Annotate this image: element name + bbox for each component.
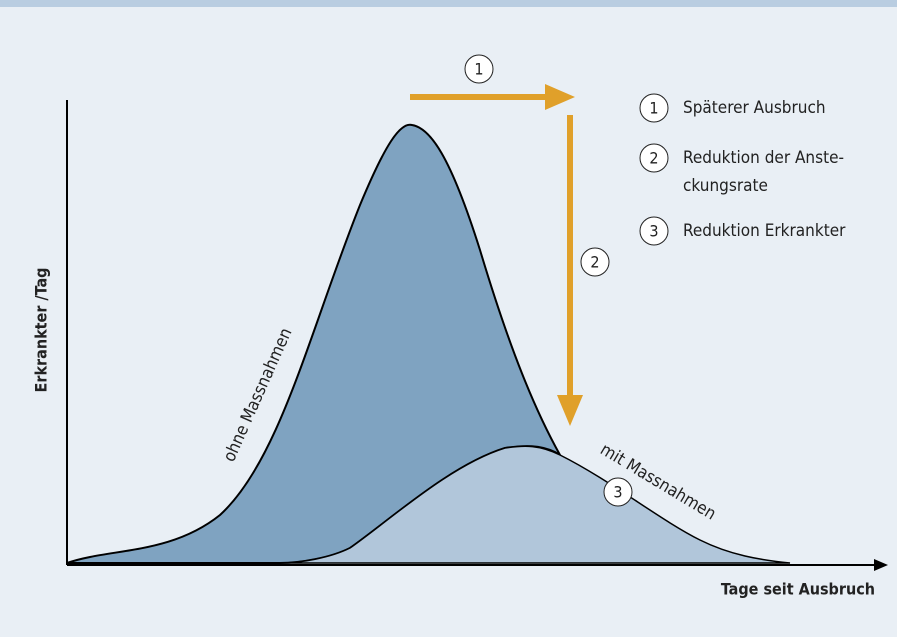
curve-with-measures xyxy=(279,445,791,564)
top-strip xyxy=(0,0,897,7)
marker-number: 2 xyxy=(590,253,599,272)
marker-number: 1 xyxy=(474,60,483,79)
marker: 1 xyxy=(464,54,494,84)
marker: 2 xyxy=(580,247,610,277)
legend-circle xyxy=(639,93,669,123)
legend-number: 2 xyxy=(649,149,658,168)
legend-circle xyxy=(639,143,669,173)
legend-text: Reduktion Erkrankter xyxy=(683,221,846,241)
x-axis-label: Tage seit Ausbruch xyxy=(721,580,875,599)
y-axis-label: Erkrankter /Tag xyxy=(32,268,51,393)
legend-text: Reduktion der Anste- xyxy=(683,148,844,168)
marker-number: 3 xyxy=(613,483,622,502)
legend-text: ckungsrate xyxy=(683,176,768,196)
legend-number: 1 xyxy=(649,99,658,118)
legend-circle xyxy=(639,216,669,246)
marker: 3 xyxy=(603,477,633,507)
arrowhead xyxy=(557,395,583,426)
arrowhead xyxy=(545,84,575,110)
legend-number: 3 xyxy=(649,222,658,241)
legend-text: Späterer Ausbruch xyxy=(683,98,826,118)
legend: 1 Späterer Ausbruch 2 Reduktion der Anste-c… xyxy=(639,93,846,246)
